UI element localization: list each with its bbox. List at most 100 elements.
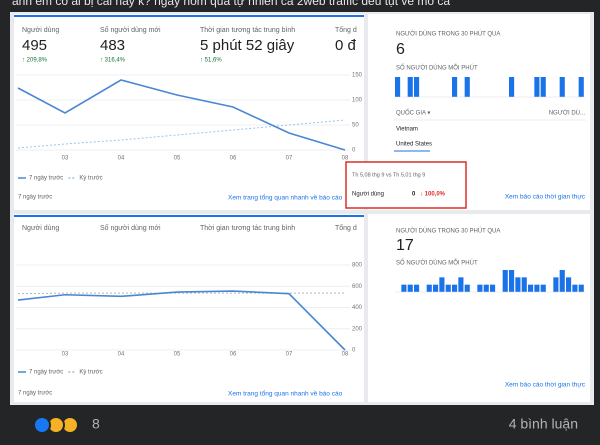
- metric-label: Tổng d: [335, 224, 357, 232]
- realtime-subtitle: SỐ NGƯỜI DÙNG MỖI PHÚT: [396, 260, 478, 267]
- table-row: Vietnam: [396, 127, 418, 133]
- table-header: QUỐC GIA ▾: [396, 110, 430, 117]
- legend-label: 7 ngày trước: [29, 176, 63, 182]
- x-tick-label: 06: [230, 352, 237, 358]
- realtime-title: NGƯỜI DÙNG TRONG 30 PHÚT QUA: [396, 31, 500, 38]
- x-tick-label: 06: [230, 156, 237, 162]
- minute-bar: [452, 284, 458, 292]
- minute-bar: [464, 284, 470, 292]
- minute-bar: [483, 284, 489, 292]
- y-tick-label: 800: [352, 263, 363, 269]
- minute-bar: [572, 284, 578, 292]
- date-range-dropdown[interactable]: 7 ngày trước: [18, 195, 52, 201]
- x-tick-label: 05: [174, 156, 181, 162]
- metric-value: 0 đ: [335, 37, 357, 54]
- tooltip-change: ↓ 100,0%: [420, 192, 446, 198]
- reaction-count[interactable]: 8: [92, 416, 100, 432]
- realtime-subtitle: SỐ NGƯỜI DÙNG MỖI PHÚT: [396, 65, 478, 72]
- y-tick-label: 0: [352, 348, 356, 354]
- minute-bar: [414, 284, 420, 292]
- table-row: United States: [396, 142, 432, 148]
- minute-bar: [401, 284, 407, 292]
- minute-bar: [528, 284, 534, 292]
- legend-label: 7 ngày trước: [29, 370, 63, 376]
- y-tick-label: 400: [352, 305, 363, 311]
- minute-bar: [534, 284, 540, 292]
- metric-change: ↑ 51,6%: [200, 58, 222, 64]
- metric-change: ↑ 316,4%: [100, 58, 126, 64]
- metric-label: Số người dùng mới: [100, 223, 161, 232]
- metric-label: Số người dùng mới: [100, 25, 161, 34]
- realtime-card: [368, 214, 590, 402]
- series-line: [17, 79, 346, 151]
- x-tick-label: 03: [62, 156, 69, 162]
- minute-bar: [515, 277, 521, 292]
- post-text: anh em có ai bị cái này k? ngày hôm qua …: [12, 0, 450, 8]
- table-header: NGƯỜI DÙ...: [549, 110, 586, 117]
- minute-bar: [559, 270, 565, 292]
- realtime-link[interactable]: Xem báo cáo thời gian thực: [505, 194, 586, 201]
- minute-bar: [578, 284, 584, 292]
- metric-change: ↑ 209,8%: [22, 58, 48, 64]
- y-tick-label: 100: [352, 98, 363, 104]
- metric-value: 5 phút 52 giây: [200, 37, 295, 54]
- x-tick-label: 05: [174, 352, 181, 358]
- y-tick-label: 200: [352, 326, 363, 332]
- minute-bar: [490, 284, 496, 292]
- y-tick-label: 150: [352, 73, 363, 79]
- minute-bar: [540, 77, 546, 97]
- comment-count[interactable]: 4 bình luận: [509, 416, 578, 432]
- metric-label: Người dùng: [22, 225, 59, 232]
- y-tick-label: 50: [352, 123, 359, 129]
- date-range-dropdown[interactable]: 7 ngày trước: [18, 391, 52, 397]
- tooltip-title: Th 5,08 thg 9 vs Th 5,01 thg 9: [352, 172, 425, 178]
- minute-bar: [502, 270, 508, 292]
- minute-bar: [509, 77, 515, 97]
- x-tick-label: 04: [118, 352, 125, 358]
- metric-value: 483: [100, 37, 125, 54]
- x-tick-label: 07: [286, 352, 293, 358]
- footer: [0, 405, 600, 445]
- legend-label: Kỳ trước: [79, 370, 102, 376]
- series-line: [17, 290, 346, 351]
- minute-bar: [407, 77, 413, 97]
- minute-bar: [559, 77, 565, 97]
- minute-bar: [433, 284, 439, 292]
- overview-link[interactable]: Xem trang tổng quan nhanh về báo cáo: [228, 193, 343, 202]
- minute-bar: [534, 77, 540, 97]
- realtime-value: 6: [396, 41, 405, 58]
- realtime-value: 17: [396, 237, 414, 254]
- minute-bar: [426, 284, 432, 292]
- metric-label: Thời gian tương tác trung bình: [200, 225, 295, 232]
- minute-bar: [414, 77, 420, 97]
- realtime-title: NGƯỜI DÙNG TRONG 30 PHÚT QUA: [396, 228, 500, 235]
- metric-label: Thời gian tương tác trung bình: [200, 27, 295, 34]
- metric-label: Người dùng: [22, 27, 59, 34]
- x-tick-label: 03: [62, 352, 69, 358]
- metric-label: Tổng d: [335, 26, 357, 34]
- reaction-icons[interactable]: [33, 416, 79, 434]
- overview-link[interactable]: Xem trang tổng quan nhanh về báo cáo: [228, 389, 343, 398]
- tooltip-label: Người dùng: [352, 192, 384, 198]
- x-tick-label: 04: [118, 156, 125, 162]
- minute-bar: [566, 277, 572, 292]
- x-tick-label: 08: [342, 156, 349, 162]
- y-tick-label: 600: [352, 284, 363, 290]
- realtime-link[interactable]: Xem báo cáo thời gian thực: [505, 382, 586, 389]
- minute-bar: [521, 277, 527, 292]
- legend-label: Kỳ trước: [79, 176, 102, 182]
- minute-bar: [464, 77, 470, 97]
- x-tick-label: 08: [342, 352, 349, 358]
- minute-bar: [578, 77, 584, 97]
- minute-bar: [439, 277, 445, 292]
- minute-bar: [407, 284, 413, 292]
- minute-bar: [477, 284, 483, 292]
- tooltip-box: [345, 161, 467, 209]
- minute-bar: [458, 277, 464, 292]
- minute-bar: [540, 284, 546, 292]
- minute-bar: [509, 270, 515, 292]
- y-tick-label: 0: [352, 148, 356, 154]
- x-tick-label: 07: [286, 156, 293, 162]
